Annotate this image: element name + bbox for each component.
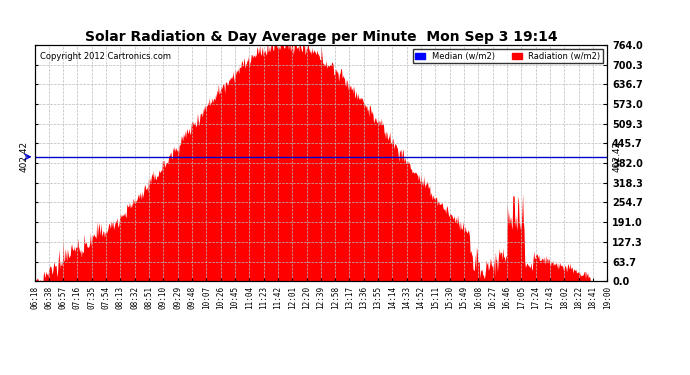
Legend: Median (w/m2), Radiation (w/m2): Median (w/m2), Radiation (w/m2) — [413, 49, 603, 63]
Text: 402.42: 402.42 — [20, 141, 29, 172]
Title: Solar Radiation & Day Average per Minute  Mon Sep 3 19:14: Solar Radiation & Day Average per Minute… — [85, 30, 557, 44]
Text: Copyright 2012 Cartronics.com: Copyright 2012 Cartronics.com — [40, 52, 171, 61]
Text: 402.42: 402.42 — [613, 141, 622, 172]
